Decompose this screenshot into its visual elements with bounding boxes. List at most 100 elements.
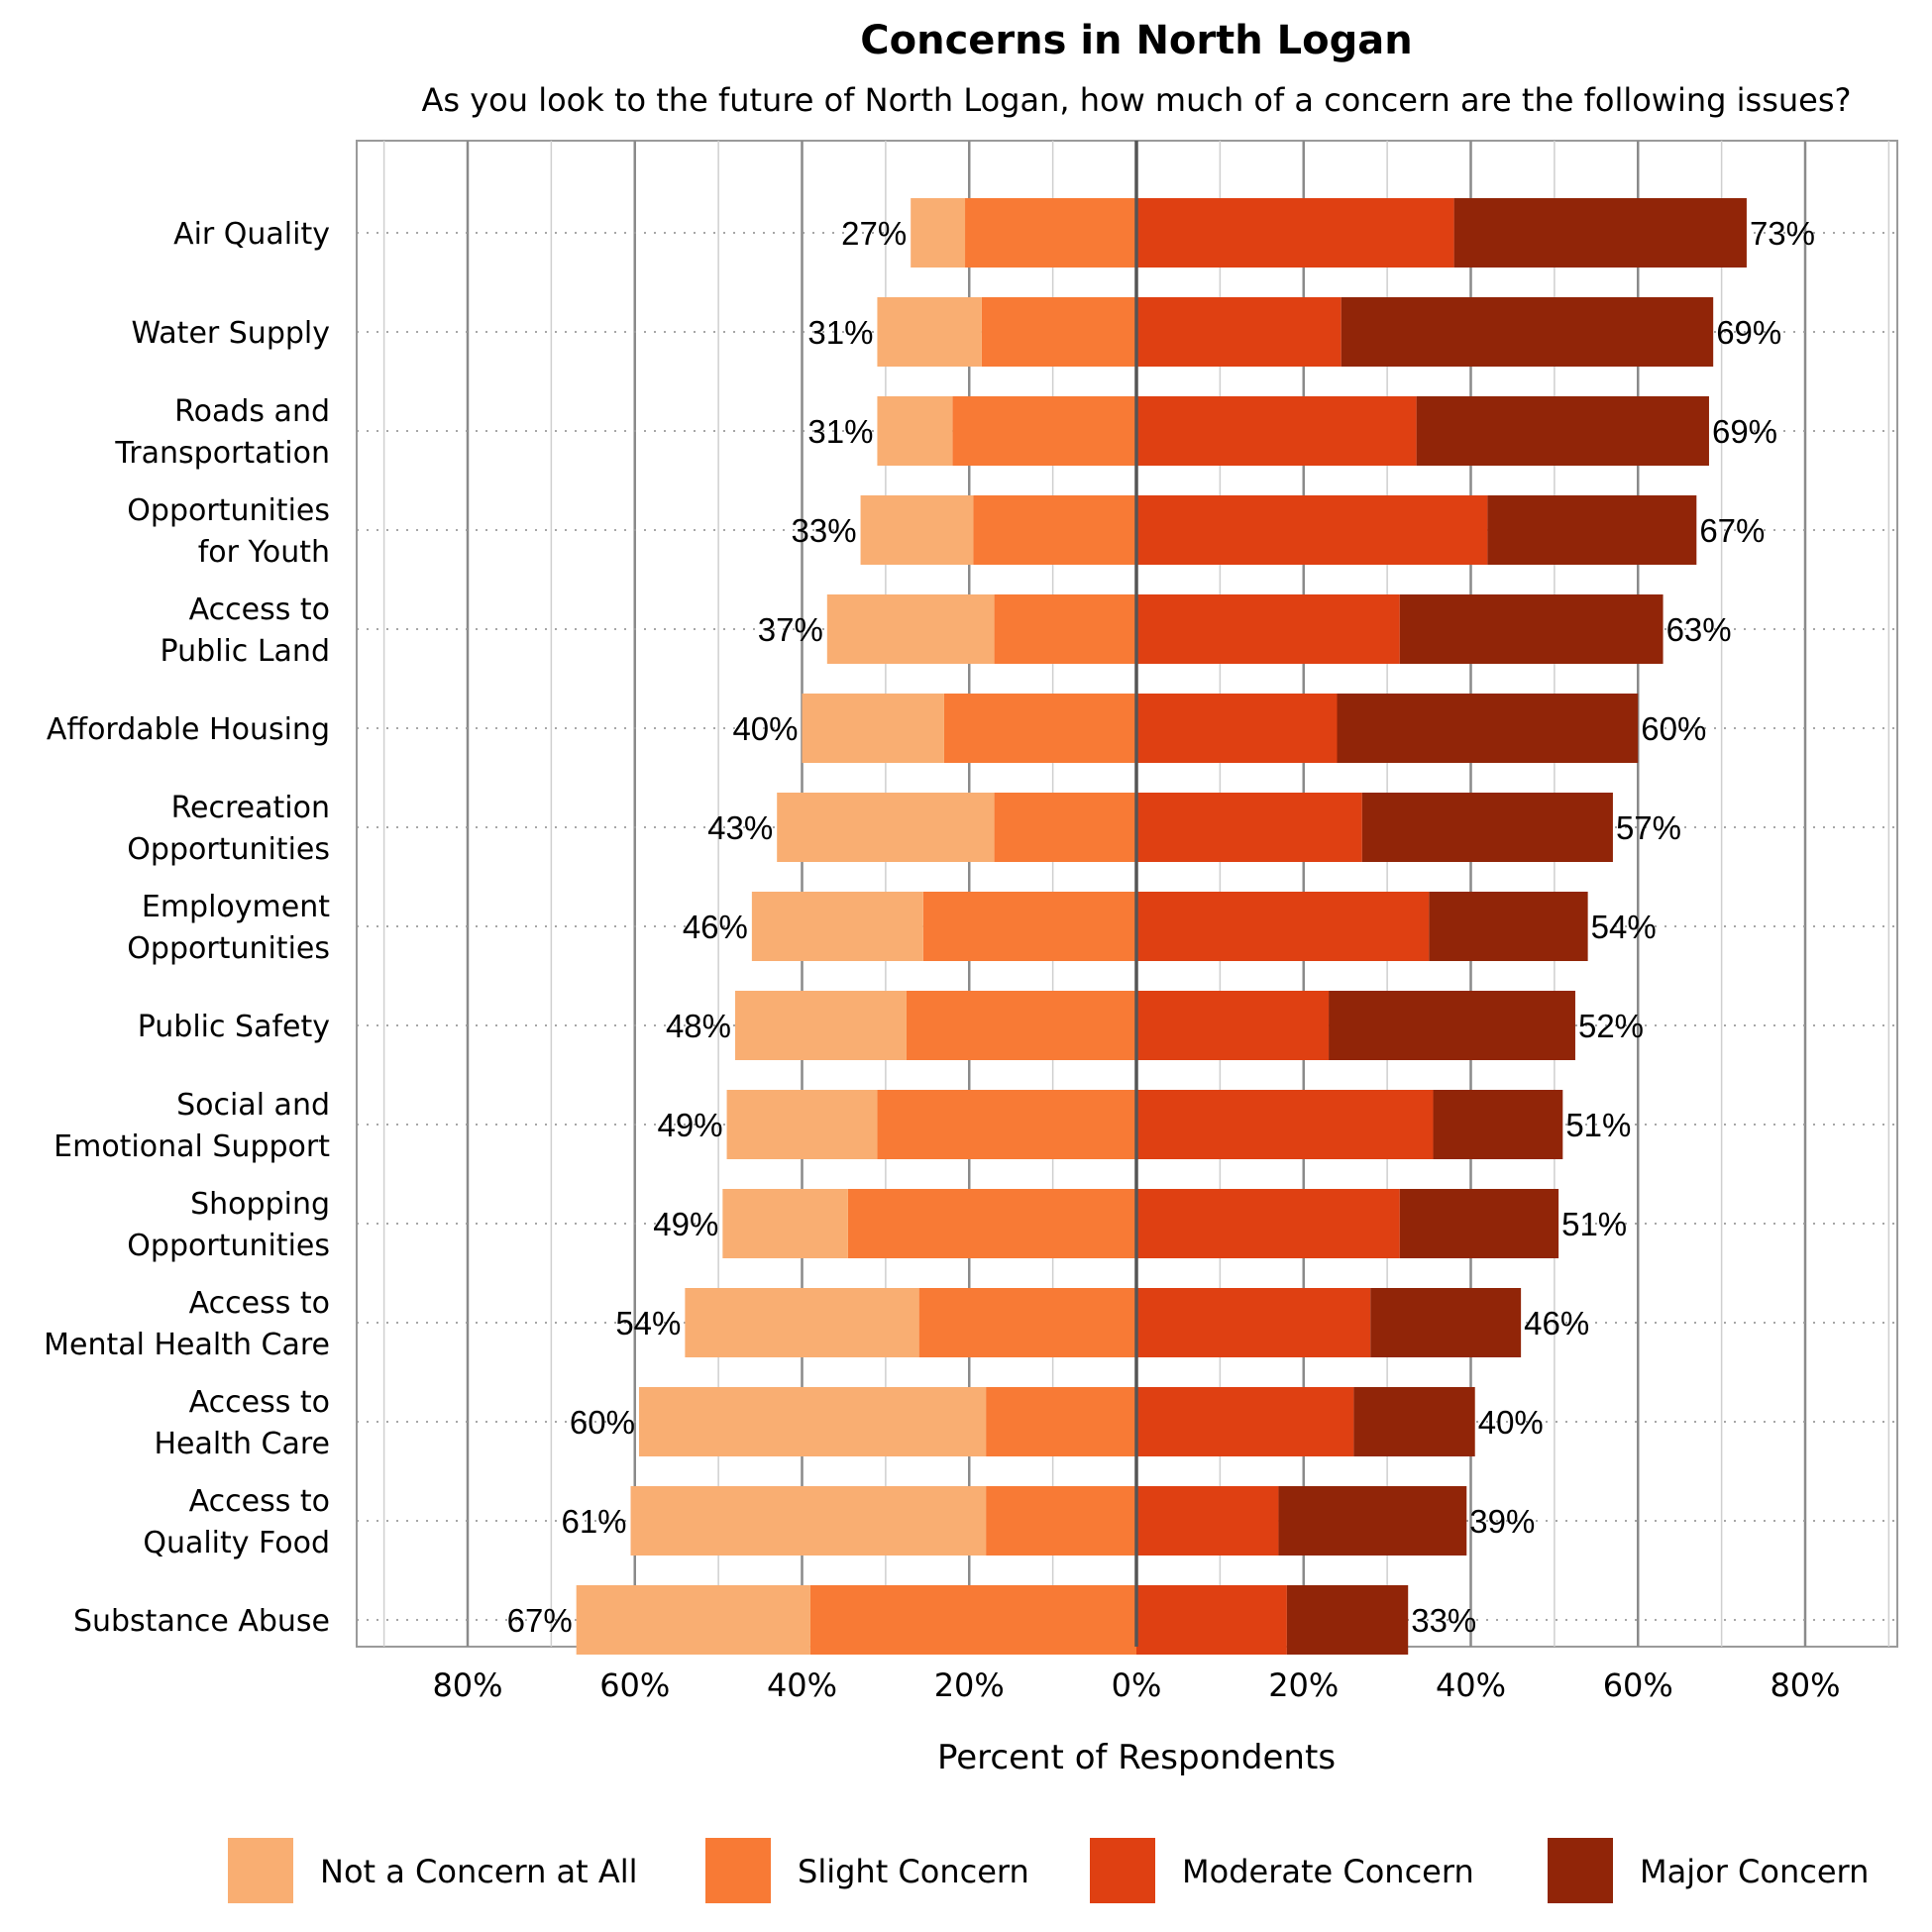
bar-major-concern — [1341, 297, 1714, 367]
category-label: for Youth — [198, 535, 330, 570]
category-label: Access to — [189, 1385, 330, 1420]
positive-total-label: 52% — [1578, 1008, 1644, 1044]
category-label: Opportunities — [127, 1229, 330, 1263]
bar-slight-concern — [965, 198, 1136, 268]
positive-total-label: 60% — [1641, 710, 1706, 747]
legend-label: Moderate Concern — [1182, 1853, 1474, 1890]
category-label: Opportunities — [127, 931, 330, 966]
negative-total-label: 54% — [615, 1305, 681, 1342]
legend-swatch — [705, 1838, 771, 1903]
bar-not-a-concern-at-all — [751, 892, 923, 961]
positive-total-label: 51% — [1561, 1206, 1627, 1242]
negative-total-label: 33% — [792, 512, 857, 549]
positive-total-label: 69% — [1716, 314, 1781, 351]
bar-not-a-concern-at-all — [777, 793, 995, 862]
bar-slight-concern — [973, 495, 1136, 565]
negative-total-label: 48% — [666, 1008, 731, 1044]
bar-slight-concern — [922, 892, 1136, 961]
plot-area: Air Quality 27% 73% Water Supply 31% 69% Roads… — [44, 140, 1898, 1903]
x-tick-label: 80% — [432, 1666, 502, 1704]
bar-moderate-concern — [1136, 1288, 1371, 1357]
bar-slight-concern — [994, 793, 1136, 862]
negative-total-label: 67% — [507, 1602, 573, 1639]
bar-moderate-concern — [1136, 1486, 1279, 1556]
negative-total-label: 27% — [841, 215, 907, 252]
bar-slight-concern — [906, 991, 1136, 1060]
bar-major-concern — [1337, 694, 1639, 763]
negative-total-label: 60% — [570, 1404, 635, 1441]
bar-major-concern — [1329, 991, 1575, 1060]
legend-swatch — [1090, 1838, 1155, 1903]
bar-moderate-concern — [1136, 297, 1342, 367]
bar-major-concern — [1286, 1585, 1409, 1655]
bar-major-concern — [1433, 1090, 1563, 1159]
category-label: Public Safety — [138, 1010, 330, 1044]
positive-total-label: 33% — [1411, 1602, 1476, 1639]
positive-total-label: 39% — [1469, 1503, 1535, 1540]
category-label: Emotional Support — [54, 1129, 330, 1164]
bar-moderate-concern — [1136, 396, 1417, 466]
bar-slight-concern — [981, 297, 1136, 367]
bar-moderate-concern — [1136, 694, 1338, 763]
category-label: Water Supply — [132, 316, 330, 351]
legend-label: Major Concern — [1640, 1853, 1869, 1890]
negative-total-label: 40% — [732, 710, 798, 747]
bar-moderate-concern — [1136, 892, 1430, 961]
bar-not-a-concern-at-all — [726, 1090, 878, 1159]
bar-moderate-concern — [1136, 1189, 1400, 1258]
bar-major-concern — [1370, 1288, 1522, 1357]
positive-total-label: 54% — [1591, 909, 1657, 945]
category-label: Employment — [142, 890, 330, 924]
category-label: Recreation — [171, 791, 330, 825]
positive-total-label: 63% — [1666, 611, 1732, 648]
bar-slight-concern — [877, 1090, 1136, 1159]
bar-major-concern — [1353, 1387, 1475, 1456]
bar-major-concern — [1453, 198, 1747, 268]
x-tick-label: 40% — [1436, 1666, 1506, 1704]
category-label: Mental Health Care — [44, 1328, 330, 1362]
bar-not-a-concern-at-all — [722, 1189, 848, 1258]
bar-not-a-concern-at-all — [630, 1486, 987, 1556]
negative-total-label: 43% — [707, 809, 773, 846]
legend-label: Slight Concern — [798, 1853, 1029, 1890]
negative-total-label: 37% — [758, 611, 823, 648]
negative-total-label: 61% — [561, 1503, 626, 1540]
x-tick-label: 40% — [767, 1666, 837, 1704]
category-label: Roads and — [174, 394, 330, 429]
bar-not-a-concern-at-all — [877, 396, 953, 466]
bar-moderate-concern — [1136, 495, 1488, 565]
bar-slight-concern — [847, 1189, 1136, 1258]
category-label: Air Quality — [173, 217, 330, 252]
bar-moderate-concern — [1136, 793, 1362, 862]
bar-moderate-concern — [1136, 198, 1454, 268]
positive-total-label: 57% — [1616, 809, 1681, 846]
bar-slight-concern — [943, 694, 1136, 763]
category-label: Social and — [176, 1088, 330, 1123]
positive-total-label: 46% — [1524, 1305, 1589, 1342]
bar-not-a-concern-at-all — [638, 1387, 987, 1456]
negative-total-label: 31% — [807, 413, 873, 450]
bar-moderate-concern — [1136, 1585, 1287, 1655]
positive-total-label: 40% — [1478, 1404, 1544, 1441]
bar-not-a-concern-at-all — [826, 594, 995, 664]
bar-moderate-concern — [1136, 991, 1330, 1060]
positive-total-label: 67% — [1699, 512, 1765, 549]
bar-slight-concern — [986, 1387, 1136, 1456]
bar-not-a-concern-at-all — [860, 495, 974, 565]
bar-moderate-concern — [1136, 594, 1400, 664]
bar-slight-concern — [952, 396, 1136, 466]
bar-slight-concern — [994, 594, 1136, 664]
positive-total-label: 73% — [1750, 215, 1815, 252]
category-label: Transportation — [114, 436, 330, 471]
x-axis-title: Percent of Respondents — [937, 1738, 1336, 1777]
positive-total-label: 69% — [1712, 413, 1777, 450]
x-tick-label: 0% — [1112, 1666, 1162, 1704]
negative-total-label: 49% — [658, 1107, 723, 1143]
bar-not-a-concern-at-all — [802, 694, 944, 763]
bar-moderate-concern — [1136, 1090, 1434, 1159]
negative-total-label: 46% — [683, 909, 748, 945]
bar-moderate-concern — [1136, 1387, 1354, 1456]
x-tick-label: 80% — [1770, 1666, 1840, 1704]
category-label: Access to — [189, 1484, 330, 1519]
